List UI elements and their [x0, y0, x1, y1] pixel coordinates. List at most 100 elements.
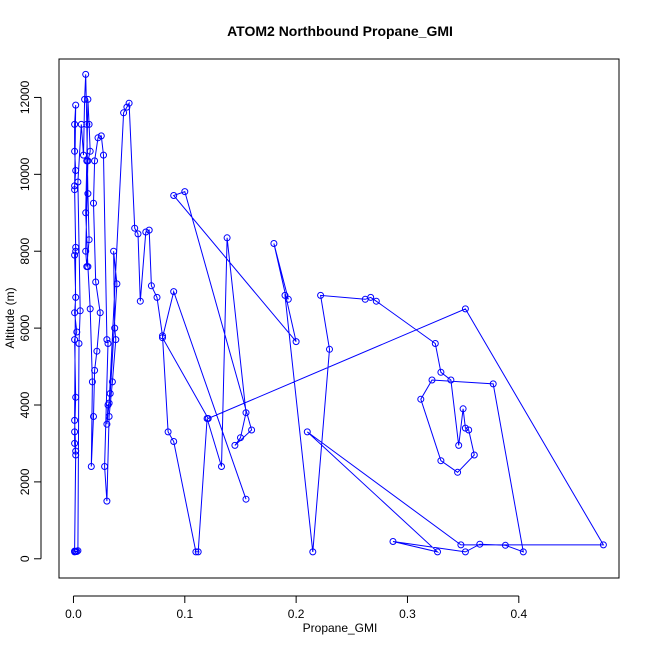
data-point [181, 188, 189, 196]
data-point [317, 291, 325, 299]
data-point [461, 305, 469, 313]
data-point [105, 399, 113, 407]
data-point [71, 336, 79, 344]
y-tick-label: 12000 [18, 80, 32, 114]
data-point [84, 263, 92, 271]
data-point [86, 305, 94, 313]
chart-title: ATOM2 Northbound Propane_GMI [227, 23, 453, 39]
data-point [72, 247, 80, 255]
data-point [192, 548, 200, 556]
y-tick-label: 8000 [18, 238, 32, 265]
data-point [599, 541, 607, 549]
data-point [72, 451, 80, 459]
data-point [136, 297, 144, 305]
data-point [112, 336, 120, 344]
data-point [218, 463, 225, 470]
data-point [82, 209, 90, 217]
data-point [131, 224, 139, 232]
data-point [147, 282, 155, 290]
data-point [164, 428, 172, 436]
data-point [113, 280, 121, 288]
data-point [101, 463, 109, 470]
data-point [73, 548, 81, 555]
data-point [389, 538, 397, 545]
data-point [455, 441, 463, 449]
data-point [71, 428, 79, 436]
data-point [159, 332, 166, 340]
data-point [91, 366, 99, 374]
data-point [326, 345, 333, 353]
data-point [87, 463, 95, 470]
data-point [204, 415, 212, 422]
data-point [71, 251, 79, 259]
data-point [461, 548, 469, 556]
x-tick-label: 0.0 [65, 607, 82, 621]
data-point [120, 109, 128, 117]
data-point [74, 547, 82, 555]
data-point [74, 178, 82, 186]
data-point [489, 380, 497, 388]
x-tick-label: 0.1 [176, 607, 193, 621]
data-point [71, 439, 79, 447]
y-tick-label: 6000 [18, 314, 32, 341]
plot-frame [58, 58, 620, 579]
data-point [242, 495, 250, 503]
data-point [170, 192, 178, 199]
data-point [72, 101, 80, 109]
y-tick-label: 2000 [18, 468, 32, 495]
data-point [457, 541, 465, 549]
data-point [465, 426, 473, 434]
data-point [428, 376, 436, 384]
data-point [447, 376, 455, 384]
data-point [76, 307, 84, 315]
data-point [153, 293, 161, 301]
data-point [367, 293, 375, 301]
data-point [108, 378, 116, 386]
series-line [74, 74, 605, 553]
y-tick-label: 10000 [18, 157, 32, 191]
data-point [97, 132, 105, 140]
x-tick-label: 0.3 [399, 607, 416, 621]
data-point [80, 151, 87, 159]
data-point [85, 120, 93, 128]
data-point [145, 226, 153, 234]
data-point [106, 390, 114, 397]
data-point [170, 438, 178, 445]
data-point [72, 243, 80, 251]
x-tick-label: 0.2 [288, 607, 305, 621]
data-point [237, 434, 244, 442]
data-point [84, 190, 92, 198]
data-point [93, 347, 101, 355]
data-point [223, 234, 231, 242]
x-axis: 0.0 0.1 0.2 0.3 0.4 [65, 595, 527, 621]
series-group [71, 70, 607, 556]
data-point [82, 247, 90, 255]
data-point [170, 288, 178, 296]
x-tick-label: 0.4 [510, 607, 527, 621]
y-axis-label: Altitude (m) [3, 287, 17, 348]
data-point [309, 548, 317, 556]
data-point [303, 428, 311, 436]
data-point [105, 413, 113, 420]
y-tick-label: 4000 [18, 391, 32, 418]
data-point [194, 548, 202, 556]
data-point [81, 95, 89, 103]
data-point [437, 457, 445, 465]
data-point [372, 297, 380, 305]
data-point [110, 247, 118, 255]
data-point [434, 548, 441, 556]
data-point [292, 338, 300, 346]
data-point [100, 151, 107, 159]
data-point [71, 120, 79, 128]
data-point [103, 420, 111, 428]
data-point [72, 393, 80, 401]
data-point [103, 497, 111, 505]
data-point [72, 447, 80, 455]
data-point [88, 378, 96, 386]
data-point [75, 340, 83, 347]
data-point [123, 103, 131, 111]
data-point [111, 324, 119, 332]
data-point [71, 416, 79, 424]
data-point [96, 309, 104, 317]
